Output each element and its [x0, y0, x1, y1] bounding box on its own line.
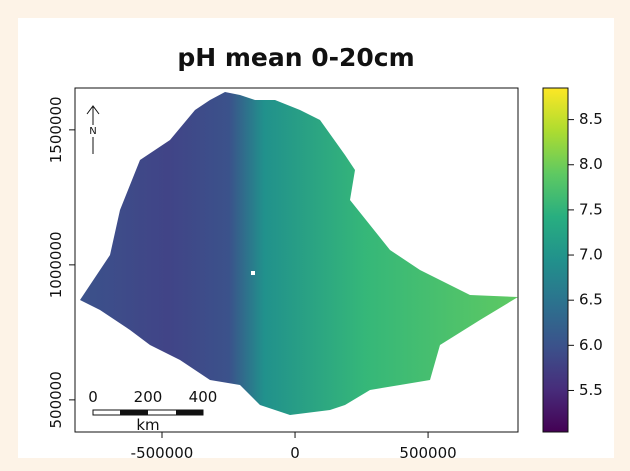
city-marker [251, 271, 255, 275]
north-label: N [89, 126, 96, 137]
colorbar-tick-label: 7.0 [579, 246, 603, 264]
chart-title: pH mean 0-20cm [177, 43, 414, 72]
colorbar [542, 87, 569, 433]
colorbar-tick-label: 8.0 [579, 155, 603, 173]
scale-bar-seg [120, 410, 148, 415]
x-tick-label: 500000 [399, 444, 456, 462]
scale-bar-label: 400 [189, 388, 218, 406]
country-raster [80, 92, 518, 415]
y-tick-label: 500000 [47, 371, 65, 428]
scale-bar-label: 200 [134, 388, 163, 406]
scale-bar-label: 0 [88, 388, 98, 406]
colorbar-tick-label: 6.0 [579, 336, 603, 354]
y-tick-label: 1500000 [47, 96, 65, 163]
plot-frame [74, 87, 519, 433]
scale-bar-unit: km [136, 416, 159, 434]
colorbar-tick-label: 6.5 [579, 291, 603, 309]
colorbar-tick-label: 8.5 [579, 110, 603, 128]
x-tick-label: 0 [290, 444, 300, 462]
scale-bar-seg [176, 410, 203, 415]
colorbar-tick-label: 5.5 [579, 381, 603, 399]
colorbar-tick-label: 7.5 [579, 200, 603, 218]
north-arrow-head [86, 105, 100, 115]
y-tick-label: 1000000 [47, 231, 65, 298]
x-tick-label: -500000 [131, 444, 194, 462]
